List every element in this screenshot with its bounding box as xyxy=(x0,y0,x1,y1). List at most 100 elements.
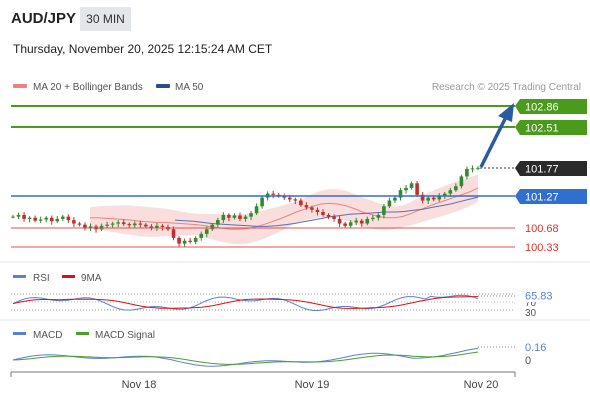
candle-body xyxy=(49,217,54,222)
resistance-tag-1 xyxy=(515,99,587,114)
rsi-panel: RSI 9MA 70 30 65.83 xyxy=(11,273,565,319)
candle-body xyxy=(287,197,292,200)
ma20-swatch xyxy=(13,84,27,88)
x-axis: Nov 18 Nov 19 Nov 20 xyxy=(10,371,516,391)
candle-body xyxy=(210,224,215,230)
candle-body xyxy=(11,216,15,218)
header: AUD/JPY 30 MIN Thursday, November 20, 20… xyxy=(0,0,590,72)
resistance-tag-1-label: 102.86 xyxy=(525,102,559,114)
x-tick-nov18: Nov 18 xyxy=(122,379,157,391)
symbol-title: AUD/JPY xyxy=(11,10,77,27)
candle-body xyxy=(459,176,464,187)
candle-body xyxy=(66,216,71,221)
candle-body xyxy=(16,214,21,217)
candle-body xyxy=(420,194,425,201)
forecast-arrow-head xyxy=(498,103,514,122)
ma50-legend-label: MA 50 xyxy=(175,82,204,93)
macd-signal-legend-swatch xyxy=(76,332,89,335)
candle-body xyxy=(72,220,76,224)
candle-body xyxy=(376,214,381,218)
candle-body xyxy=(221,214,226,221)
candle-body xyxy=(55,218,60,222)
timeframe-badge[interactable]: 30 MIN xyxy=(80,7,131,31)
support-label-1: 100.68 xyxy=(525,223,559,235)
candle-body xyxy=(110,223,115,225)
candle-body xyxy=(465,168,469,177)
candle-body xyxy=(61,216,65,219)
candle-body xyxy=(127,224,132,226)
candle-body xyxy=(144,224,148,227)
last-price-tag xyxy=(515,161,587,176)
candle-body xyxy=(177,237,181,244)
candle-body xyxy=(304,205,309,208)
x-tick-nov19: Nov 19 xyxy=(295,379,330,391)
macd-panel: MACD MACD Signal 0.16 0 xyxy=(12,330,546,367)
candle-body xyxy=(448,190,453,194)
macd-signal-legend-label: MACD Signal xyxy=(95,330,155,341)
resistance-tag-2 xyxy=(515,120,587,135)
candle-body xyxy=(382,206,386,215)
candle-body xyxy=(160,225,165,227)
candle-body xyxy=(232,215,237,218)
candle-body xyxy=(431,197,436,200)
candle-body xyxy=(282,195,287,198)
candle-body xyxy=(442,193,447,196)
forecast-arrow-shaft xyxy=(479,116,508,168)
last-price-tag-label: 101.77 xyxy=(525,164,559,176)
candle-body xyxy=(204,229,209,234)
candle-body xyxy=(332,216,336,219)
rsi-legend-label: RSI xyxy=(33,273,50,284)
macd-line xyxy=(12,347,479,367)
candle-body xyxy=(121,222,126,225)
rsi-9ma-line xyxy=(12,296,478,309)
rsi-value-bg xyxy=(520,289,565,302)
candle-body xyxy=(426,197,430,201)
ma50-line xyxy=(174,196,479,227)
candle-body xyxy=(454,186,458,191)
ma50-swatch xyxy=(156,84,170,88)
bollinger-band xyxy=(90,174,478,245)
candle-body xyxy=(38,219,43,221)
credit-label: Research © 2025 Trading Central xyxy=(432,82,581,93)
price-panel: 102.86 102.51 101.77 101.27 100.68 100.3… xyxy=(11,99,587,254)
rsi-value-label: 65.83 xyxy=(525,291,553,303)
candle-body xyxy=(393,197,397,201)
candle-body xyxy=(371,217,375,219)
ma20-line xyxy=(90,187,479,230)
candle-body xyxy=(343,223,347,226)
candle-body xyxy=(138,223,143,225)
candle-body xyxy=(27,217,32,219)
candle-body xyxy=(22,214,26,219)
candle-body xyxy=(155,225,159,229)
macd-legend-label: MACD xyxy=(33,330,62,341)
macd-zero-label: 0 xyxy=(525,355,531,367)
candle-body xyxy=(88,226,93,229)
candle-body xyxy=(470,168,475,170)
candle-body xyxy=(33,217,37,221)
datetime-label: Thursday, November 20, 2025 12:15:24 AM … xyxy=(13,42,273,56)
macd-legend-swatch xyxy=(13,332,26,335)
macd-top-label: 0.16 xyxy=(525,342,546,354)
candle-body xyxy=(188,240,192,242)
candle-body xyxy=(227,214,231,218)
candle-body xyxy=(271,193,275,195)
candle-body xyxy=(243,216,248,219)
x-tick-nov20: Nov 20 xyxy=(464,379,499,391)
candle-body xyxy=(415,183,419,195)
ma20-legend-label: MA 20 + Bollinger Bands xyxy=(33,82,143,93)
candle-body xyxy=(409,183,414,188)
candle-body xyxy=(398,190,403,198)
candles xyxy=(11,165,480,248)
candle-body xyxy=(348,222,353,226)
candle-body xyxy=(321,212,325,215)
candle-body xyxy=(182,240,187,244)
candle-body xyxy=(132,223,137,226)
candle-body xyxy=(77,223,82,225)
candle-body xyxy=(238,215,242,219)
candle-body xyxy=(354,220,359,223)
candle-body xyxy=(387,200,392,207)
candle-body xyxy=(44,217,49,220)
rsi-level-30-label: 30 xyxy=(525,308,537,319)
candle-body xyxy=(171,229,176,238)
